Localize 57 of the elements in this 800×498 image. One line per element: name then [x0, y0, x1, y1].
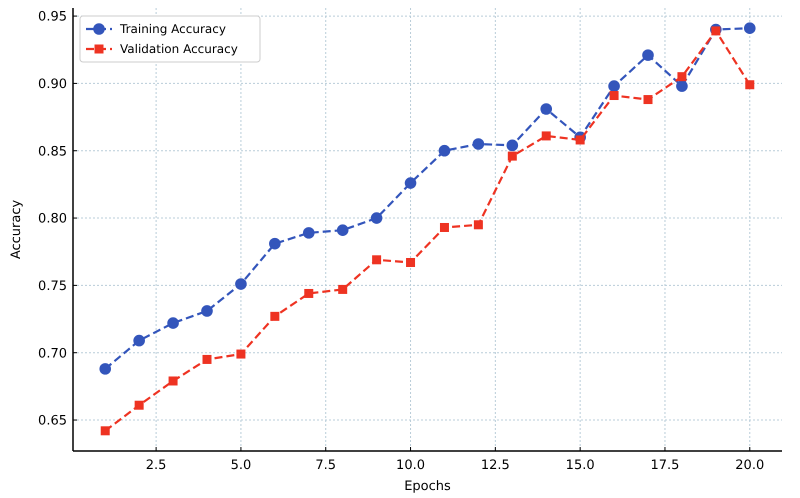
legend-label: Training Accuracy — [119, 22, 226, 36]
x-tick-label: 12.5 — [480, 458, 510, 473]
point — [336, 224, 348, 236]
legend-label: Validation Accuracy — [120, 42, 238, 56]
y-tick-label: 0.95 — [38, 10, 67, 25]
point — [269, 238, 281, 250]
point — [202, 354, 212, 364]
x-tick-label: 10.0 — [396, 458, 426, 473]
point — [168, 376, 178, 386]
y-tick-label: 0.75 — [38, 278, 67, 294]
point — [372, 255, 382, 264]
x-axis-title: Epochs — [404, 479, 452, 494]
point — [438, 144, 450, 157]
y-tick-label: 0.65 — [38, 414, 67, 429]
x-tick-label: 15.0 — [566, 458, 595, 473]
point — [642, 49, 654, 61]
point — [610, 91, 619, 100]
point — [302, 227, 315, 239]
point — [370, 212, 382, 224]
x-tick-label: 5.0 — [230, 458, 252, 473]
point — [474, 220, 483, 230]
point — [745, 80, 754, 90]
point — [100, 426, 110, 436]
point — [677, 72, 686, 82]
point — [608, 80, 620, 92]
point — [744, 22, 756, 34]
x-tick-label: 2.5 — [146, 458, 166, 473]
y-tick-label: 0.70 — [38, 346, 67, 362]
point — [270, 312, 280, 321]
y-axis-title: Accuracy — [9, 200, 24, 260]
point — [540, 103, 552, 115]
point — [99, 363, 112, 375]
point — [644, 95, 652, 104]
point — [506, 140, 518, 152]
point — [508, 152, 517, 161]
y-tick-label: 0.80 — [38, 212, 67, 227]
point — [338, 284, 348, 294]
point — [542, 131, 551, 140]
point — [167, 317, 179, 329]
point — [404, 177, 416, 189]
point — [235, 278, 247, 290]
point — [472, 138, 484, 150]
point — [133, 334, 145, 346]
x-tick-label: 17.5 — [650, 458, 680, 473]
point — [711, 26, 720, 36]
point — [134, 400, 144, 410]
point — [201, 305, 213, 317]
point — [440, 222, 449, 232]
point — [406, 258, 416, 267]
point — [304, 288, 314, 298]
y-tick-label: 0.85 — [38, 144, 67, 160]
y-tick-label: 0.90 — [38, 76, 67, 92]
x-tick-label: 7.5 — [315, 458, 336, 473]
point — [676, 80, 688, 92]
point — [236, 350, 246, 359]
point — [576, 135, 585, 144]
x-tick-label: 20.0 — [735, 458, 764, 473]
